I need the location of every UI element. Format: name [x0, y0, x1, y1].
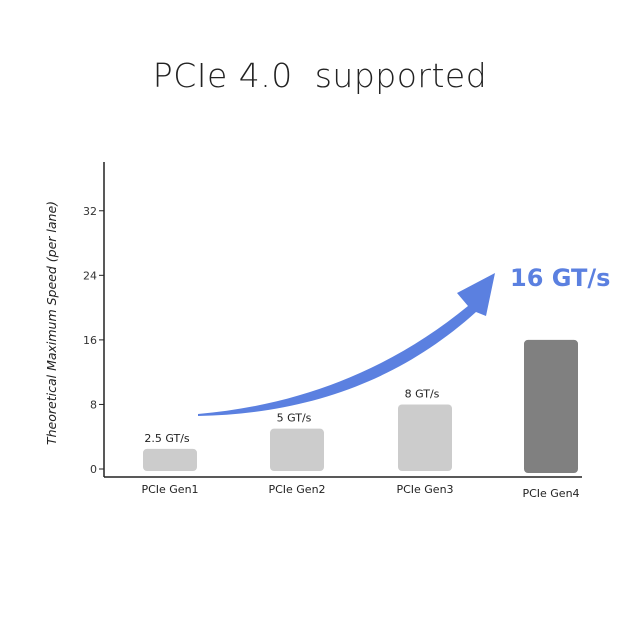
- x-tick-label: PCIe Gen4: [522, 487, 579, 500]
- bar: [398, 404, 452, 471]
- chart-title: PCIe 4.0 supported: [152, 56, 488, 95]
- data-label: 8 GT/s: [405, 387, 440, 400]
- y-tick-label: 24: [83, 269, 97, 282]
- x-tick-label: PCIe Gen2: [268, 483, 325, 496]
- x-tick-label: PCIe Gen1: [141, 483, 198, 496]
- bar: [270, 428, 324, 471]
- data-label: 2.5 GT/s: [144, 432, 190, 445]
- bar: [524, 339, 578, 473]
- annotation-label: 16 GT/s: [510, 264, 610, 292]
- y-tick-label: 8: [90, 398, 97, 411]
- bar: [143, 448, 197, 471]
- x-tick-label: PCIe Gen3: [396, 483, 453, 496]
- y-tick-label: 32: [83, 205, 97, 218]
- y-tick-label: 16: [83, 334, 97, 347]
- y-tick-label: 0: [90, 463, 97, 476]
- data-label: 5 GT/s: [277, 412, 312, 425]
- trend-arrow: [198, 273, 495, 416]
- y-axis-label: Theoretical Maximum Speed (per lane): [44, 201, 59, 445]
